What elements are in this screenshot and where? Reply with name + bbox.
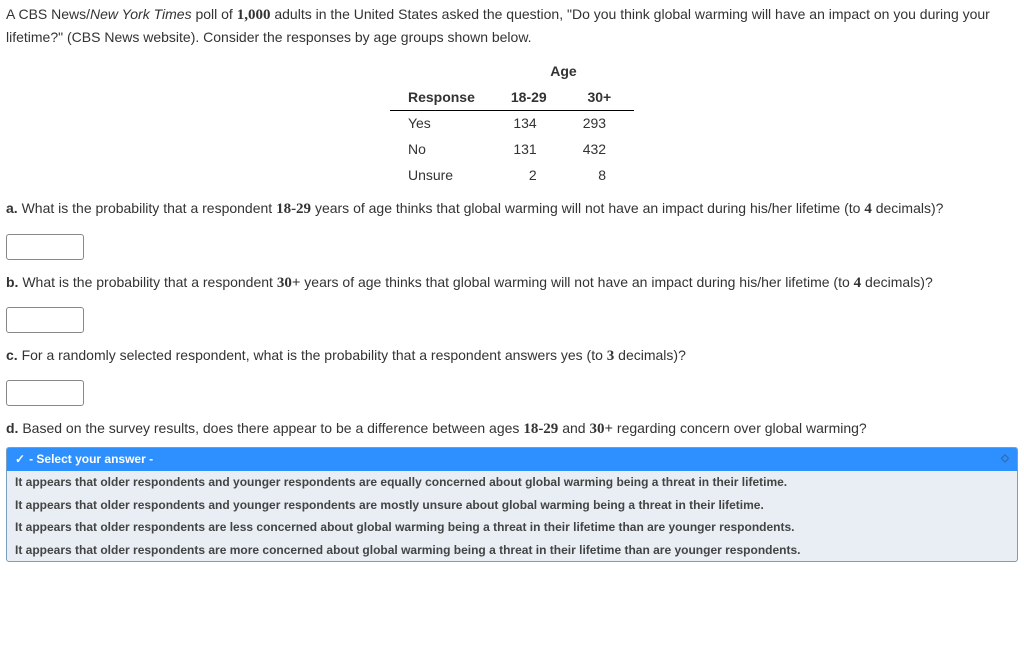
question-d: d. Based on the survey results, does the… [6,418,1018,441]
intro-pre: A CBS News/ [6,6,90,22]
response-table: Age Response 18-29 30+ Yes 134 293 No 13… [390,59,634,188]
sample-size: 1,000 [237,7,271,23]
question-a: a. What is the probability that a respon… [6,198,1018,221]
select-option[interactable]: It appears that older respondents and yo… [7,494,1017,517]
intro-text: A CBS News/New York Times poll of 1,000 … [6,4,1018,49]
answer-a-input[interactable] [6,234,84,260]
question-c: c. For a randomly selected respondent, w… [6,345,1018,368]
select-placeholder[interactable]: ✓ - Select your answer - [7,448,1017,471]
check-icon: ✓ [15,450,25,469]
answer-b-input[interactable] [6,307,84,333]
intro-mid1: poll of [192,6,237,22]
table-row: Yes 134 293 [390,111,634,137]
col-response: Response [390,85,493,111]
col-18-29: 18-29 [493,85,565,111]
table-row: No 131 432 [390,137,634,163]
select-option[interactable]: It appears that older respondents and yo… [7,471,1017,494]
age-header: Age [493,59,634,85]
answer-d-select[interactable]: ✓ - Select your answer - It appears that… [6,447,1018,562]
select-option[interactable]: It appears that older respondents are mo… [7,539,1017,562]
answer-c-input[interactable] [6,380,84,406]
table-row: Unsure 2 8 [390,163,634,189]
nyt-italic: New York Times [90,6,192,22]
chevron-down-icon [999,452,1011,471]
select-option[interactable]: It appears that older respondents are le… [7,516,1017,539]
col-30plus: 30+ [565,85,634,111]
question-b: b. What is the probability that a respon… [6,272,1018,295]
